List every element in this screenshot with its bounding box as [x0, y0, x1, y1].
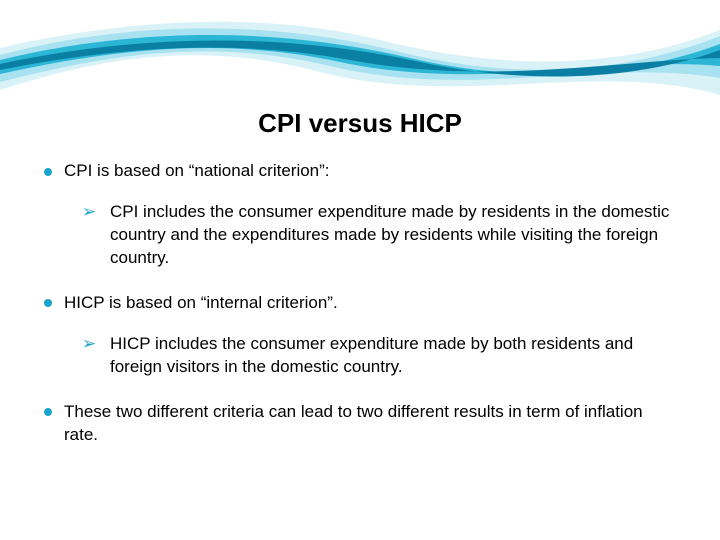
- bullet-text: HICP includes the consumer expenditure m…: [110, 334, 633, 376]
- list-item: CPI includes the consumer expenditure ma…: [82, 201, 680, 270]
- bullet-text: CPI includes the consumer expenditure ma…: [110, 202, 669, 267]
- sub-bullet-list: CPI includes the consumer expenditure ma…: [64, 201, 680, 270]
- list-item: HICP includes the consumer expenditure m…: [82, 333, 680, 379]
- bullet-text: These two different criteria can lead to…: [64, 402, 643, 444]
- list-item: These two different criteria can lead to…: [40, 401, 680, 447]
- bullet-list: CPI is based on “national criterion”: CP…: [40, 160, 680, 446]
- decorative-wave: [0, 0, 720, 110]
- bullet-text: CPI is based on “national criterion”:: [64, 161, 330, 180]
- wave-svg: [0, 0, 720, 110]
- slide-title: CPI versus HICP: [0, 108, 720, 139]
- list-item: CPI is based on “national criterion”: CP…: [40, 160, 680, 270]
- slide-body: CPI is based on “national criterion”: CP…: [40, 160, 680, 468]
- sub-bullet-list: HICP includes the consumer expenditure m…: [64, 333, 680, 379]
- bullet-text: HICP is based on “internal criterion”.: [64, 293, 338, 312]
- list-item: HICP is based on “internal criterion”. H…: [40, 292, 680, 379]
